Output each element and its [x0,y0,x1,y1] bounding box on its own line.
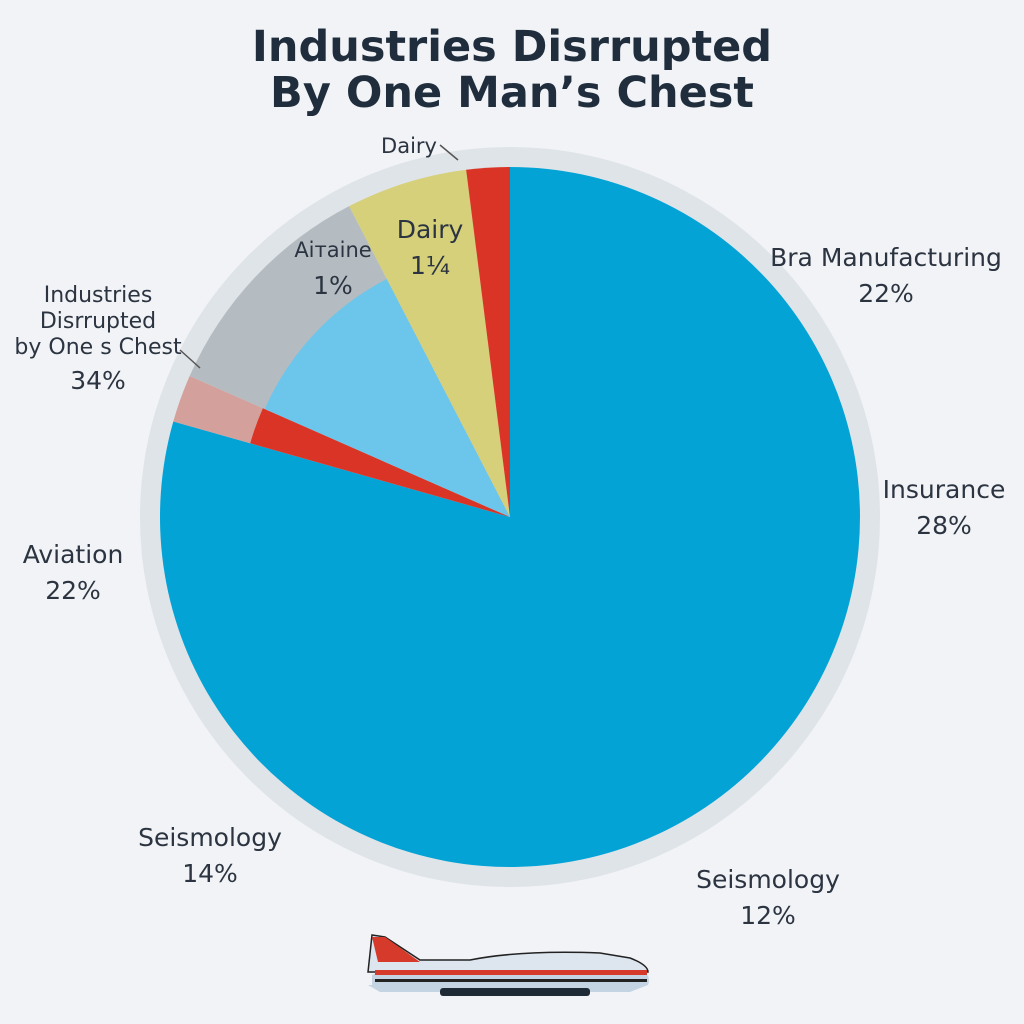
label-dairy-outer: Dairy [381,128,437,164]
label-text: Bra Manufacturing [770,243,1002,272]
label-pct: 34% [70,366,126,395]
label-aviation: Aviation 22% [23,537,124,609]
leader-line-industries [179,349,201,369]
pie-slice-3 [349,169,510,517]
label-bra-manufacturing: Bra Manufacturing 22% [770,240,1002,312]
label-pct: 12% [740,901,796,930]
label-text: Insurance [882,475,1006,504]
label-pct: 14% [182,859,238,888]
label-pct: 28% [916,511,972,540]
label-insurance: Insurance 28% [883,472,1006,544]
label-pct: 22% [858,279,914,308]
label-pct: 1% [313,271,353,300]
label-text: Seismology [138,823,282,852]
label-seismology-right: Seismology 12% [696,862,840,934]
leader-line-dairy [439,144,459,161]
label-pct: 1⅟₄ [409,251,451,280]
label-text: Aiтaine [294,238,372,262]
label-pct: 22% [45,576,101,605]
pie-slice-2 [264,278,510,517]
label-text: Aviation [22,540,124,569]
pie-slice-0 [159,167,860,868]
pie-slice-1 [250,408,510,517]
label-dairy-inner: Dairy 1⅟₄ [397,212,464,284]
airplane-icon [367,934,649,996]
label-text: Industries Disrrupted by One s Chest [14,283,182,360]
label-text: Dairy [396,215,464,244]
label-industries: Industries Disrrupted by One s Chest 34% [14,283,181,401]
chart-title-line-1: Industries Disrrupted [251,22,773,72]
label-seismology-left: Seismology 14% [138,820,282,892]
label-airtaine: Aiтaine 1% [294,232,371,304]
chart-title-line-2: By One Man’s Chest [270,68,754,118]
label-text: Seismology [696,865,840,894]
label-text: Dairy [381,134,437,158]
pie-slice-4 [466,167,510,517]
